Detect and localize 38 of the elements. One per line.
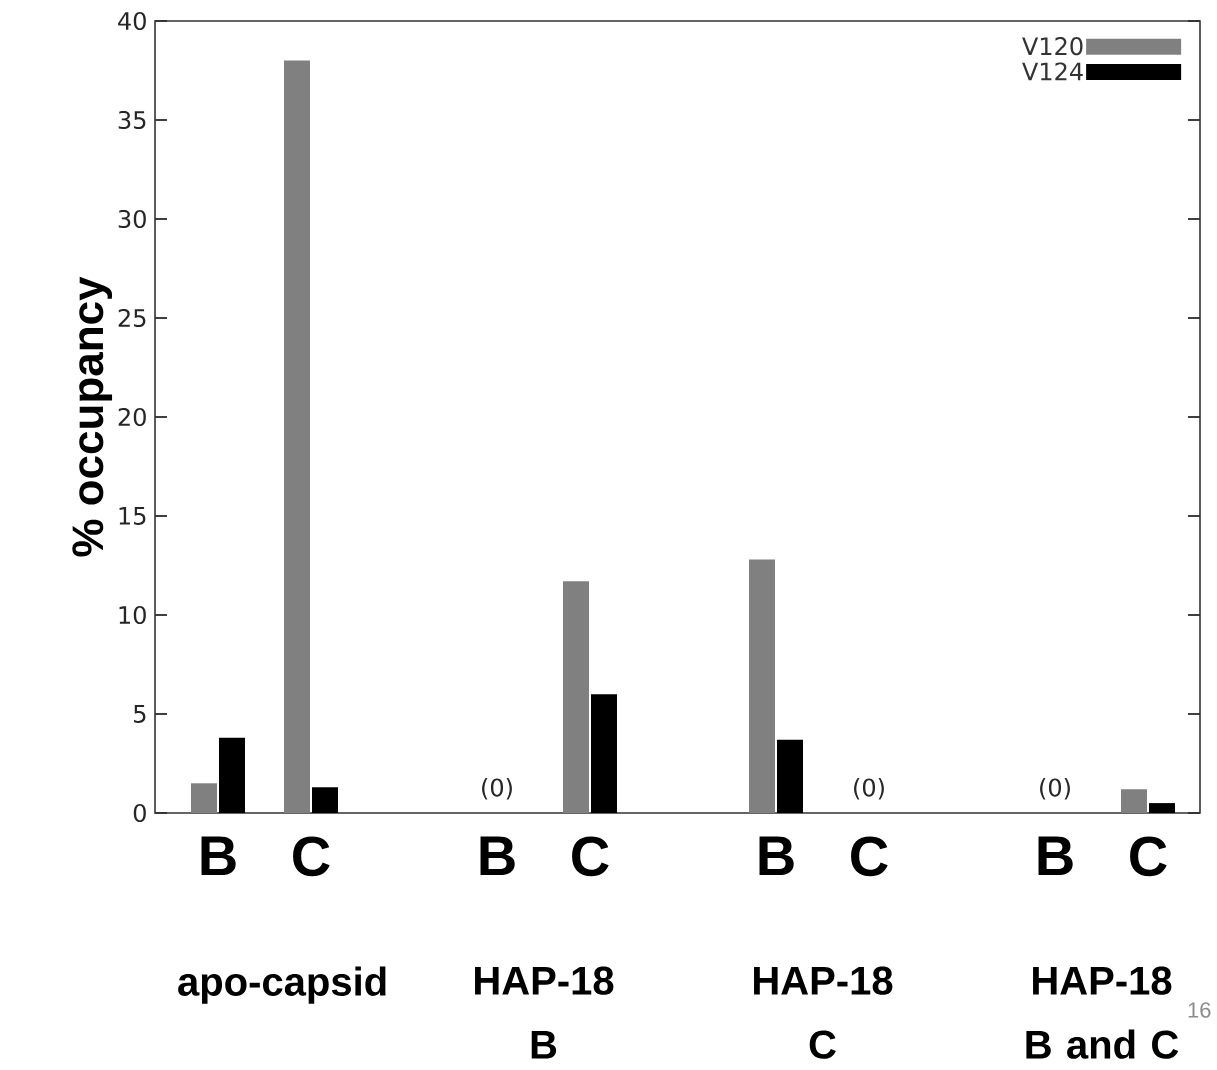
bar (591, 694, 617, 813)
bar (219, 737, 245, 813)
y-tick-label: 20 (118, 407, 146, 427)
bar (563, 581, 589, 813)
text: 16 (1188, 1002, 1211, 1018)
text: apo-capsid (178, 966, 386, 1004)
x-tick-label: B (1038, 836, 1073, 876)
y-tick-label: 0 (133, 803, 146, 823)
y-axis-title: % occupancy (72, 276, 113, 557)
legend-label: V124 (1022, 62, 1083, 81)
bar (284, 60, 310, 813)
bar (749, 559, 775, 813)
data-label: (0) (1040, 778, 1070, 800)
x-tick-label: C (293, 836, 330, 877)
text: HAP-18 B (475, 966, 614, 1059)
x-tick-label: B (480, 836, 515, 876)
bar (312, 787, 338, 813)
bar (1121, 789, 1148, 813)
x-tick-label: C (572, 836, 609, 877)
y-tick-label: 40 (118, 11, 146, 31)
bar (777, 739, 804, 813)
x-tick-label: B (201, 836, 236, 876)
x-tick-label: B (759, 836, 794, 876)
bar (191, 783, 217, 813)
y-tick-label: 10 (119, 605, 146, 625)
data-label: (0) (854, 778, 884, 800)
y-tick-label: 30 (118, 209, 146, 229)
y-tick-label: 35 (118, 110, 146, 130)
y-tick-label: 5 (134, 705, 146, 723)
data-label: (0) (482, 778, 512, 800)
x-tick-label: C (851, 836, 888, 877)
y-tick-label: 25 (118, 308, 146, 328)
bar (1149, 803, 1176, 813)
text: HAP-18 C (754, 966, 893, 1059)
x-tick-label: C (1130, 836, 1167, 877)
text: HAP-18 B and C (1026, 966, 1179, 1059)
legend-label: V120 (1022, 37, 1083, 56)
y-tick-label: 15 (119, 507, 146, 525)
